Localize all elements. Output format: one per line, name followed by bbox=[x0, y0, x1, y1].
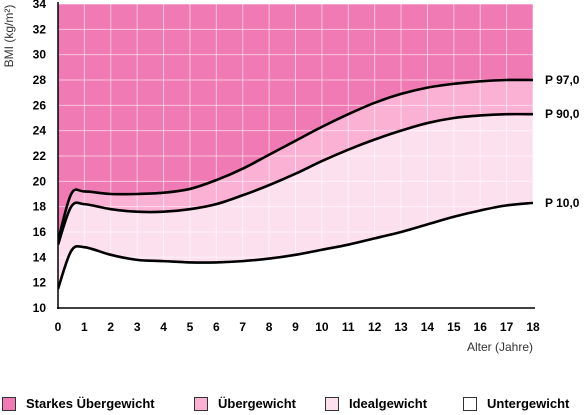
percentile-lines bbox=[58, 78, 533, 290]
legend-item-starkes-uebergewicht: Starkes Übergewicht bbox=[2, 396, 155, 411]
x-axis-label: Alter (Jahre) bbox=[467, 340, 533, 354]
y-tick-label: 16 bbox=[33, 225, 47, 239]
legend-swatch-icon bbox=[194, 396, 208, 411]
y-tick-label: 30 bbox=[33, 48, 47, 62]
y-tick-label: 34 bbox=[33, 0, 47, 11]
legend-item-uebergewicht: Übergewicht bbox=[194, 396, 296, 411]
legend-item-idealgewicht: Idealgewicht bbox=[325, 396, 427, 411]
x-tick-label: 9 bbox=[292, 320, 299, 334]
legend-item-untergewicht: Untergewicht bbox=[463, 396, 569, 411]
x-tick-label: 2 bbox=[107, 320, 114, 334]
x-tick-label: 13 bbox=[394, 320, 408, 334]
y-tick-label: 22 bbox=[33, 149, 47, 163]
percentile-labels: P 97,0 P 90,0 P 10,0 bbox=[545, 73, 580, 210]
x-tick-label: 7 bbox=[239, 320, 246, 334]
y-tick-label: 20 bbox=[33, 174, 47, 188]
x-tick-label: 4 bbox=[160, 320, 167, 334]
gridlines bbox=[58, 4, 533, 308]
y-tick-label: 18 bbox=[33, 200, 47, 214]
legend-swatch-icon bbox=[2, 396, 16, 411]
y-tick-labels: 10 12 14 16 18 20 22 24 26 28 30 32 34 bbox=[33, 0, 47, 315]
legend-label: Übergewicht bbox=[218, 396, 297, 411]
x-tick-label: 18 bbox=[526, 320, 540, 334]
x-tick-label: 5 bbox=[187, 320, 194, 334]
x-tick-label: 12 bbox=[368, 320, 382, 334]
legend-swatch-icon bbox=[325, 396, 339, 411]
percentile-label: P 90,0 bbox=[545, 107, 580, 121]
percentile-label: P 97,0 bbox=[545, 73, 580, 87]
x-tick-label: 14 bbox=[421, 320, 435, 334]
legend-label: Untergewicht bbox=[487, 396, 570, 411]
axes bbox=[57, 2, 535, 309]
percentile-line bbox=[58, 201, 533, 290]
percentile-label: P 10,0 bbox=[545, 196, 580, 210]
y-tick-label: 12 bbox=[33, 276, 47, 290]
x-tick-label: 1 bbox=[81, 320, 88, 334]
x-tick-label: 0 bbox=[55, 320, 62, 334]
y-tick-label: 10 bbox=[33, 301, 47, 315]
legend-label: Idealgewicht bbox=[349, 396, 428, 411]
y-tick-label: 32 bbox=[33, 22, 47, 36]
legend-swatch-icon bbox=[463, 396, 477, 411]
x-tick-label: 3 bbox=[134, 320, 141, 334]
x-tick-label: 10 bbox=[315, 320, 329, 334]
x-tick-label: 16 bbox=[474, 320, 488, 334]
x-tick-label: 11 bbox=[342, 320, 355, 334]
legend: Starkes Übergewicht Übergewicht Idealgew… bbox=[0, 396, 586, 415]
y-axis-label: BMI (kg/m²) bbox=[2, 5, 16, 68]
x-tick-label: 17 bbox=[500, 320, 514, 334]
x-tick-labels: 0 1 2 3 4 5 6 7 8 9 10 11 12 13 14 15 16 17 18 bbox=[55, 320, 540, 334]
x-tick-label: 8 bbox=[266, 320, 273, 334]
y-tick-label: 28 bbox=[33, 73, 47, 87]
x-tick-label: 6 bbox=[213, 320, 220, 334]
percentile-line bbox=[58, 78, 533, 242]
y-tick-label: 24 bbox=[33, 124, 47, 138]
percentile-line bbox=[58, 112, 533, 246]
y-tick-label: 14 bbox=[33, 250, 47, 264]
legend-label: Starkes Übergewicht bbox=[26, 396, 155, 411]
y-tick-label: 26 bbox=[33, 98, 47, 112]
x-tick-label: 15 bbox=[447, 320, 461, 334]
